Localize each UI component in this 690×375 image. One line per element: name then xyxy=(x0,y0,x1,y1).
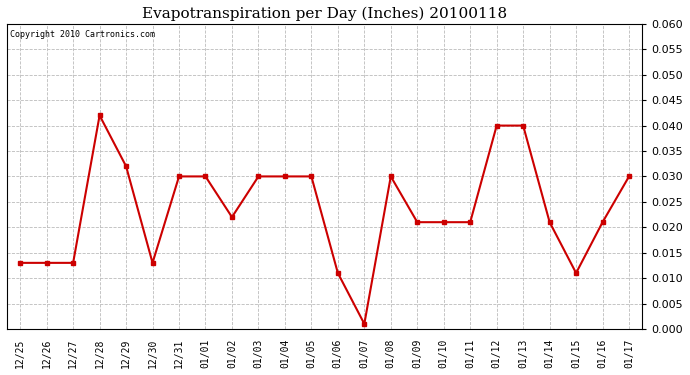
Text: Copyright 2010 Cartronics.com: Copyright 2010 Cartronics.com xyxy=(10,30,155,39)
Title: Evapotranspiration per Day (Inches) 20100118: Evapotranspiration per Day (Inches) 2010… xyxy=(142,7,507,21)
